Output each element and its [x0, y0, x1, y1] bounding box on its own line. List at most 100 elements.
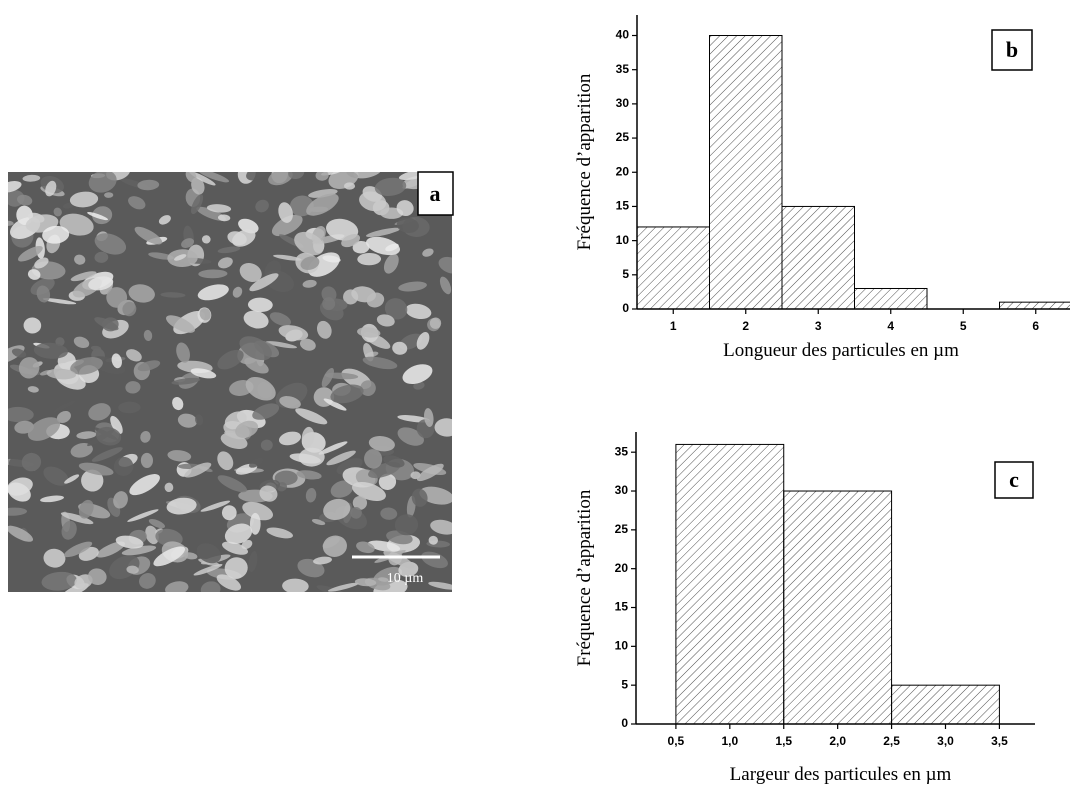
y-tick-label: 40 — [616, 28, 630, 42]
particle — [33, 342, 68, 359]
particle — [201, 235, 211, 244]
particle — [53, 207, 62, 217]
x-tick-label: 2,5 — [883, 734, 900, 748]
particle — [362, 356, 398, 370]
particle — [164, 482, 174, 493]
particle — [298, 447, 325, 467]
particle — [224, 557, 248, 579]
particle — [227, 231, 247, 246]
y-tick-label: 25 — [615, 522, 629, 536]
particle — [294, 231, 324, 256]
x-tick-label: 3,5 — [991, 734, 1008, 748]
particle — [318, 441, 348, 455]
particle — [172, 397, 184, 411]
particle — [242, 501, 273, 521]
particle — [244, 357, 269, 374]
particle — [134, 226, 163, 245]
bar — [854, 287, 928, 310]
particle — [8, 507, 28, 516]
y-tick-label: 10 — [616, 233, 630, 247]
particle — [259, 485, 278, 502]
x-axis-label: Largeur des particules en µm — [730, 764, 952, 785]
particle — [45, 180, 57, 197]
particle — [206, 204, 232, 213]
particle — [143, 329, 153, 342]
particle — [111, 353, 122, 369]
particle — [352, 495, 368, 510]
particle — [11, 348, 27, 358]
particle — [64, 474, 80, 484]
particle — [140, 430, 151, 443]
particle — [63, 541, 93, 558]
particle — [181, 238, 195, 248]
particle — [36, 285, 51, 303]
particle — [279, 396, 301, 409]
particle — [41, 571, 77, 591]
particle — [81, 469, 104, 492]
particle — [61, 520, 77, 540]
y-tick-label: 15 — [616, 199, 630, 213]
particle — [411, 488, 428, 507]
panel-box — [991, 29, 1033, 71]
particle — [217, 257, 233, 269]
particle — [378, 473, 397, 491]
particle — [76, 431, 97, 439]
particle — [327, 582, 359, 592]
y-tick-label: 15 — [615, 600, 629, 614]
particle — [8, 406, 34, 423]
y-axis-label: Fréquence d’apparition — [574, 73, 595, 250]
particle — [238, 218, 259, 234]
particle — [70, 357, 103, 375]
particle — [190, 368, 217, 379]
particle — [394, 514, 419, 536]
bar — [783, 490, 893, 725]
bar — [781, 205, 855, 310]
y-tick-label: 0 — [621, 716, 628, 730]
particle — [323, 398, 347, 411]
particle — [74, 574, 93, 589]
particle — [384, 298, 408, 320]
particle — [87, 568, 107, 586]
particle — [199, 308, 211, 321]
particle — [166, 315, 195, 333]
particle — [78, 462, 114, 476]
particle — [88, 172, 117, 193]
bar — [999, 301, 1070, 310]
particle — [8, 477, 33, 496]
x-tick-label: 6 — [1032, 319, 1039, 333]
particle — [217, 451, 234, 471]
x-tick-label: 0,5 — [668, 734, 685, 748]
particle — [321, 286, 337, 302]
particle — [183, 552, 198, 560]
particle — [216, 574, 242, 591]
particle — [128, 196, 146, 210]
particle — [8, 220, 14, 226]
particle — [196, 543, 222, 564]
particle — [353, 172, 382, 179]
particle — [165, 581, 189, 592]
particle — [8, 452, 44, 473]
particle — [326, 450, 356, 466]
y-tick-label: 20 — [616, 164, 630, 178]
particle — [18, 357, 40, 379]
particle — [104, 192, 114, 198]
particle — [422, 248, 434, 257]
panel-label: a — [430, 181, 441, 206]
particle — [224, 523, 253, 545]
particle — [148, 519, 165, 529]
particle — [288, 172, 305, 179]
particle — [126, 349, 142, 362]
particle — [269, 312, 291, 327]
particle — [27, 269, 41, 280]
particle — [405, 303, 432, 319]
particle — [306, 193, 339, 216]
panel-box — [994, 461, 1034, 499]
particle — [232, 286, 243, 298]
particle — [364, 449, 383, 469]
particle — [278, 325, 309, 341]
particle — [368, 436, 395, 452]
particle — [46, 368, 77, 380]
particle — [396, 200, 414, 217]
particle — [40, 495, 65, 503]
